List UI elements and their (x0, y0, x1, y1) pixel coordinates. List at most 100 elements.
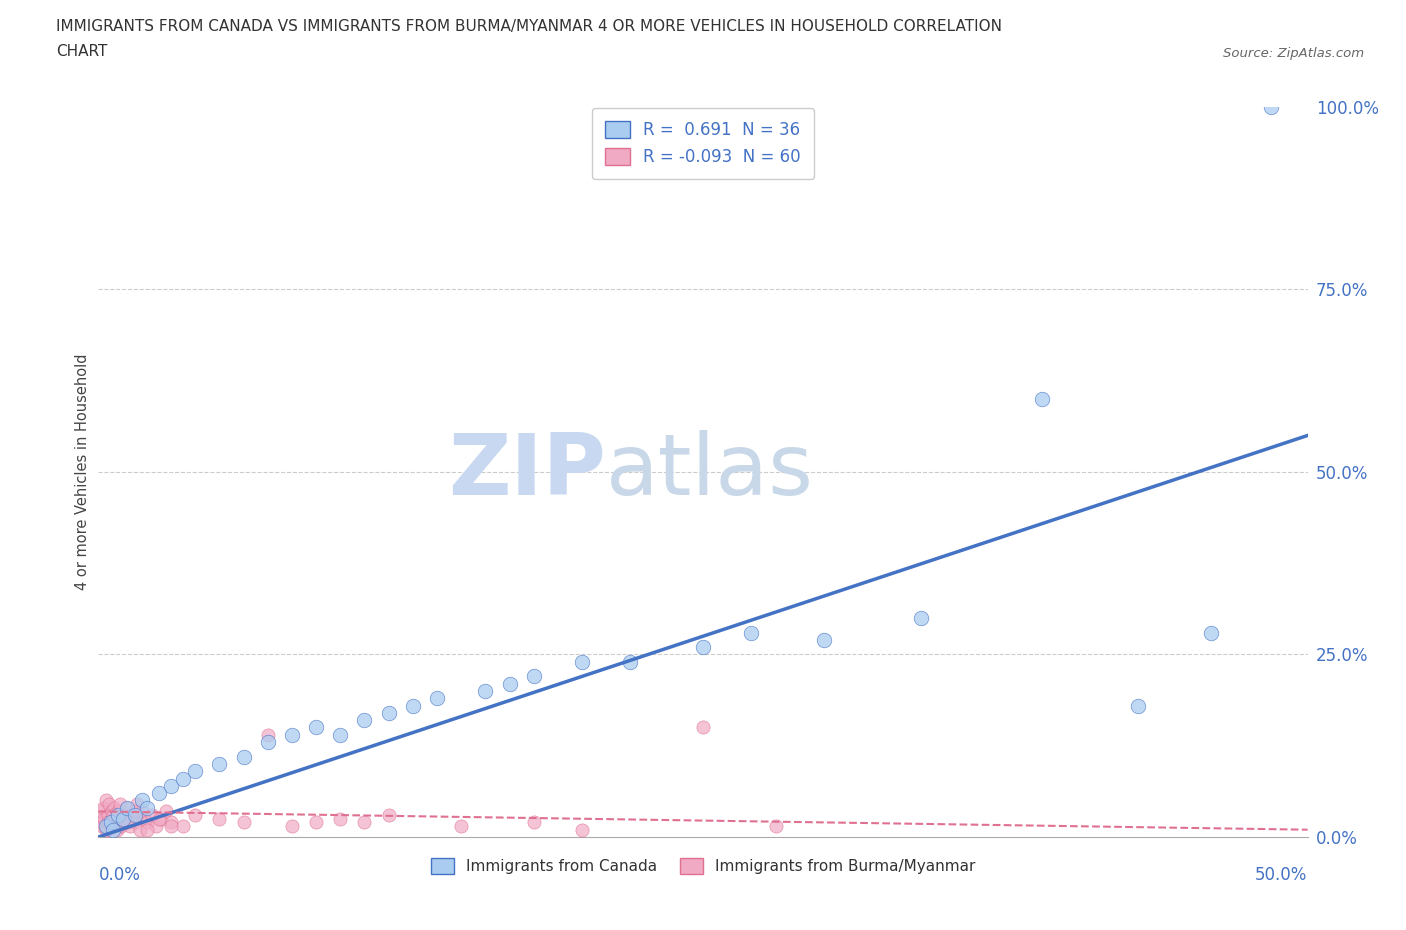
Point (426, 691, 449, 706)
Point (97, 815, 120, 830)
Point (305, 815, 328, 830)
Point (155, 804, 177, 819)
Point (329, 727, 352, 742)
Point (1260, 100, 1282, 114)
Point (281, 818, 304, 833)
Point (619, 655, 641, 670)
Point (160, 818, 183, 833)
Point (127, 797, 149, 812)
Point (124, 804, 146, 819)
Point (148, 811, 170, 826)
Point (281, 727, 304, 742)
Point (377, 807, 399, 822)
Point (184, 807, 207, 822)
Point (910, 611, 932, 626)
Point (813, 632, 835, 647)
Point (100, 815, 122, 830)
Point (329, 811, 352, 826)
Point (172, 771, 194, 786)
Point (94, 822, 117, 837)
Point (107, 807, 129, 822)
Point (571, 822, 593, 837)
Point (90, 804, 112, 819)
Point (208, 757, 231, 772)
Point (103, 801, 125, 816)
Point (101, 818, 124, 833)
Point (93, 811, 115, 826)
Point (111, 807, 134, 822)
Point (1199, 625, 1222, 640)
Point (104, 811, 127, 826)
Point (101, 822, 124, 837)
Point (111, 811, 134, 826)
Point (97, 807, 120, 822)
Point (160, 778, 183, 793)
Text: IMMIGRANTS FROM CANADA VS IMMIGRANTS FROM BURMA/MYANMAR 4 OR MORE VEHICLES IN HO: IMMIGRANTS FROM CANADA VS IMMIGRANTS FRO… (56, 19, 1002, 33)
Point (353, 815, 375, 830)
Point (131, 804, 153, 819)
Point (1031, 392, 1053, 406)
Point (128, 822, 150, 837)
Point (107, 804, 129, 819)
Point (402, 698, 425, 713)
Point (353, 712, 375, 727)
Point (232, 815, 254, 830)
Text: Source: ZipAtlas.com: Source: ZipAtlas.com (1223, 46, 1364, 60)
Point (141, 807, 163, 822)
Point (101, 807, 124, 822)
Point (108, 797, 131, 812)
Point (100, 804, 122, 819)
Point (523, 815, 546, 830)
Point (131, 793, 153, 808)
Point (184, 764, 207, 778)
Point (91, 818, 114, 833)
Point (89, 815, 111, 830)
Point (150, 811, 173, 826)
Point (135, 815, 157, 830)
Point (523, 669, 546, 684)
Point (98, 797, 121, 812)
Point (474, 684, 496, 698)
Point (377, 706, 399, 721)
Point (117, 801, 139, 816)
Point (134, 811, 156, 826)
Point (450, 818, 472, 833)
Point (765, 818, 787, 833)
Text: CHART: CHART (56, 44, 108, 59)
Point (100, 815, 122, 830)
Point (124, 807, 146, 822)
Text: 0.0%: 0.0% (98, 866, 141, 884)
Point (108, 815, 131, 830)
Point (208, 811, 231, 826)
Point (124, 815, 146, 830)
Legend: Immigrants from Canada, Immigrants from Burma/Myanmar: Immigrants from Canada, Immigrants from … (425, 852, 981, 881)
Point (232, 750, 254, 764)
Point (107, 818, 129, 833)
Point (145, 818, 167, 833)
Point (94, 793, 117, 808)
Point (117, 801, 139, 816)
Point (148, 786, 170, 801)
Point (256, 727, 278, 742)
Point (110, 818, 132, 833)
Point (135, 801, 157, 816)
Point (117, 815, 139, 830)
Point (571, 655, 593, 670)
Point (305, 720, 328, 735)
Point (1128, 698, 1150, 713)
Point (740, 625, 762, 640)
Y-axis label: 4 or more Vehicles in Household: 4 or more Vehicles in Household (75, 353, 90, 591)
Point (135, 822, 157, 837)
Point (96, 822, 118, 837)
Point (105, 822, 128, 837)
Text: 50.0%: 50.0% (1256, 866, 1308, 884)
Point (111, 811, 134, 826)
Text: atlas: atlas (606, 431, 814, 513)
Point (118, 818, 141, 833)
Point (94, 818, 117, 833)
Point (692, 640, 714, 655)
Point (172, 818, 194, 833)
Point (114, 811, 136, 826)
Point (692, 720, 714, 735)
Point (498, 676, 520, 691)
